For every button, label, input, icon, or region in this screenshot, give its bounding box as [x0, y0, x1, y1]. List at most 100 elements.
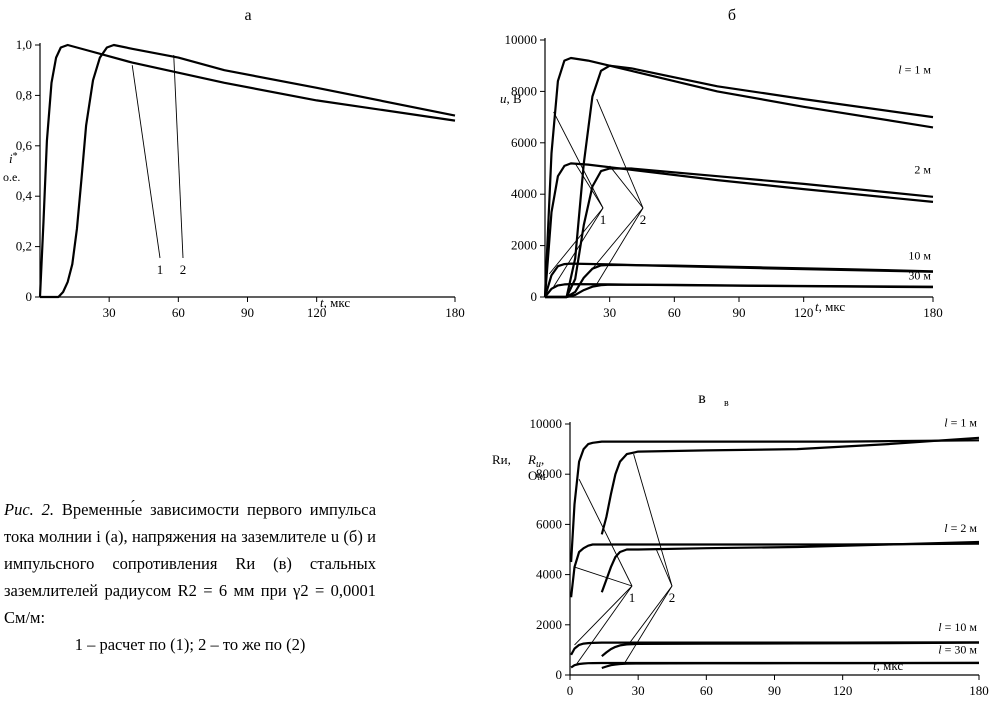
y-axis-label-second: Ru,: [527, 452, 544, 470]
x-axis-label: t, мкс: [873, 658, 903, 673]
y-tick-label: 6000: [511, 135, 537, 150]
group-label-rest: = 30 м: [942, 643, 978, 657]
group-label-var: l: [938, 620, 942, 634]
y-tick-label: 4000: [536, 567, 562, 582]
x-tick-label: 60: [668, 305, 681, 320]
y-axis-label-sub: *: [13, 151, 18, 162]
y-axis-label-comma: ,: [541, 452, 544, 467]
chart-title: в: [698, 390, 706, 407]
y-tick-label: 0,6: [16, 138, 33, 153]
x-axis-label-var: t: [320, 295, 324, 310]
group-label-rest: = 2 м: [948, 521, 978, 535]
callout-leader: [655, 549, 673, 587]
chart-title: а: [244, 7, 251, 24]
series-line-2-1м: [600, 436, 980, 535]
group-label-var: l: [938, 643, 942, 657]
x-tick-label: 90: [733, 305, 746, 320]
y-tick-label: 0,4: [16, 188, 33, 203]
callout-leader: [173, 55, 184, 259]
y-axis-label-var: i: [9, 151, 13, 166]
x-tick-label: 30: [632, 683, 645, 698]
y-axis-label-unit: , В: [507, 91, 523, 106]
group-label: 30 м: [908, 269, 931, 283]
callout-leader: [596, 207, 644, 285]
series-line-1: [38, 43, 456, 298]
series-line-2: [40, 43, 456, 299]
callout-leader: [609, 165, 644, 209]
group-label: 2 м: [914, 163, 931, 177]
callout-label: 1: [157, 262, 164, 277]
x-tick-label: 90: [241, 305, 254, 320]
callout-leader: [633, 453, 673, 587]
series-line-1-2м: [543, 162, 934, 298]
y-tick-label: 8000: [511, 83, 537, 98]
x-tick-label: 120: [307, 305, 327, 320]
y-tick-label: 10000: [530, 416, 563, 431]
series-line-1-2м: [570, 542, 980, 598]
x-axis-label-unit: , мкс: [877, 658, 904, 673]
x-tick-label: 60: [700, 683, 713, 698]
x-axis-label-unit: , мкс: [324, 295, 351, 310]
y-tick-label: 0,2: [16, 239, 32, 254]
y-axis-label-unit: Ом: [528, 468, 546, 483]
series-line-2-30м: [601, 661, 980, 670]
series-line-2-10м: [601, 641, 980, 658]
y-tick-label: 2000: [536, 617, 562, 632]
caption-text: Временны́е зависимости первого импульса …: [4, 500, 377, 627]
group-label: l = 2 м: [944, 521, 977, 535]
y-tick-label: 8000: [536, 466, 562, 481]
x-axis-label-unit: , мкс: [819, 299, 846, 314]
callout-leader: [624, 585, 673, 664]
callout-leader: [576, 585, 633, 664]
group-label-var: l: [944, 416, 948, 430]
y-tick-label: 4000: [511, 186, 537, 201]
group-label-rest: = 1 м: [902, 62, 932, 76]
callout-leader: [574, 566, 633, 587]
callout-leader: [574, 163, 604, 209]
callout-label: 1: [629, 590, 636, 605]
x-tick-label: 30: [603, 305, 616, 320]
callout-leader: [592, 207, 644, 270]
callout-leader: [553, 111, 604, 209]
chart-title-small: в: [724, 398, 729, 409]
group-label: l = 1 м: [944, 416, 977, 430]
series-line-2-10м: [545, 263, 934, 299]
series-line-2-2м: [600, 540, 980, 593]
callout-label: 2: [180, 262, 187, 277]
caption-conditions: 1 – расчет по (1); 2 – то же по (2): [74, 635, 306, 654]
group-label: l = 10 м: [938, 620, 977, 634]
y-tick-label: 1,0: [16, 37, 32, 52]
y-axis-label: u, В: [500, 91, 522, 106]
y-axis-label-second-var: R: [527, 452, 536, 467]
chart-panel-b: 0 2000 4000 6000 8000 10000 30 60 90 120 180 б t, мк…: [500, 7, 943, 320]
x-tick-label: 180: [923, 305, 943, 320]
series-line-2-30м: [545, 283, 934, 299]
chart-title: б: [728, 7, 736, 24]
x-tick-label: 120: [794, 305, 814, 320]
y-axis-label-main: Rи,: [492, 452, 511, 467]
callout-leader: [578, 479, 633, 587]
y-tick-label: 6000: [536, 516, 562, 531]
chart-panel-a: 0 0,2 0,4 0,6 0,8 1,0 30 60 90 120 180 а t, мкс i* о.е…: [3, 7, 465, 320]
group-label-var: l: [944, 521, 948, 535]
group-label-rest: 2 м: [914, 163, 931, 177]
group-label-rest: = 10 м: [942, 620, 978, 634]
caption-label: Рис. 2.: [4, 500, 54, 519]
y-tick-label: 2000: [511, 238, 537, 253]
y-axis-label: i*: [9, 151, 18, 166]
callout-label: 2: [669, 590, 676, 605]
series-line-1-10м: [543, 262, 934, 298]
x-axis-label-var: t: [873, 658, 877, 673]
x-tick-label: 30: [103, 305, 116, 320]
y-axis-label-var: u: [500, 91, 507, 106]
y-tick-label: 0: [531, 289, 538, 304]
x-tick-label: 60: [172, 305, 185, 320]
y-axis-label-second-sub: u: [536, 459, 541, 470]
callout-label: 2: [640, 212, 647, 227]
group-label-var: l: [898, 62, 902, 76]
group-label: l = 30 м: [938, 643, 977, 657]
callout-leader: [548, 207, 604, 275]
group-label: 10 м: [908, 249, 931, 263]
callout-label: 1: [600, 212, 607, 227]
